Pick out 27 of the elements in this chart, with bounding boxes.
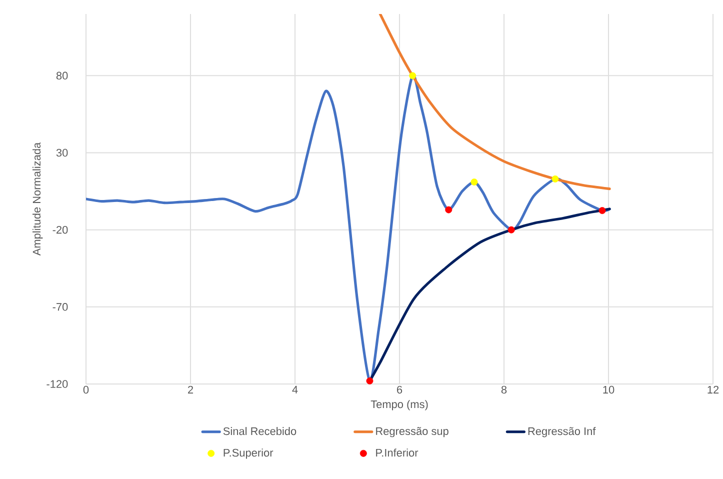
point [445,206,452,214]
legend-label: P.Superior [224,448,274,459]
legend-label: P.Inferior [376,448,418,457]
point [409,72,416,80]
x-tick-label: 4 [292,386,298,394]
x-tick-label: 8 [501,386,507,394]
x-tick-label: 6 [397,386,402,394]
point [508,226,515,234]
line-series [378,14,611,190]
x-tick-label: 10 [603,386,614,394]
y-tick-label: 80 [56,72,68,80]
point [552,175,559,182]
y-axis-title: Amplitude Normalizada [32,142,43,256]
legend-label: Sinal Recebido [223,427,296,436]
point [598,207,606,214]
y-tick-label: -70 [52,303,68,311]
legend-label: Regressão sup [376,427,448,438]
point [470,178,478,186]
legend-label: Regressão Inf [528,427,596,438]
x-tick-label: 2 [188,386,194,394]
x-tick-label: 12 [708,386,719,394]
y-tick-label: -120 [46,380,68,388]
x-axis-title: Tempo (ms) [370,400,428,410]
x-tick-label: 0 [83,386,89,394]
y-tick-label: 30 [56,148,68,157]
y-tick-label: -20 [52,226,68,234]
point [366,377,374,384]
